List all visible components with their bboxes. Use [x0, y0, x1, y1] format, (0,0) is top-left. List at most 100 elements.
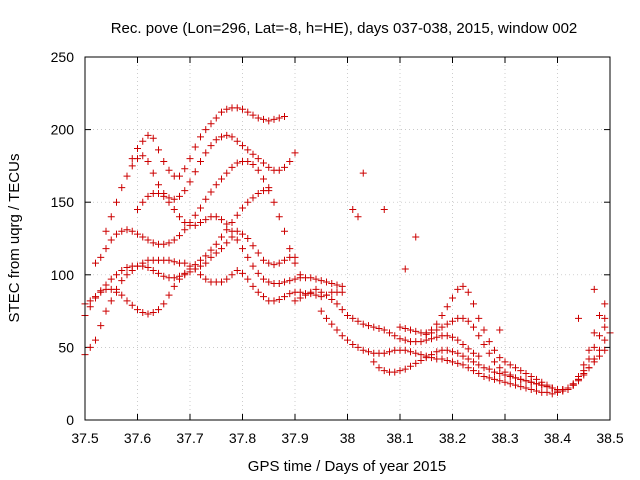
data-point — [396, 335, 404, 343]
data-point — [113, 198, 120, 206]
data-point — [380, 205, 388, 213]
data-point — [128, 227, 136, 235]
data-point — [580, 361, 588, 369]
data-point — [302, 291, 309, 299]
data-point — [233, 211, 241, 219]
data-point — [197, 256, 204, 264]
data-point — [417, 356, 425, 364]
data-point — [422, 329, 430, 337]
data-point — [601, 336, 609, 344]
data-point — [170, 205, 178, 213]
data-point — [176, 272, 183, 280]
data-point — [564, 386, 572, 394]
data-point — [107, 275, 115, 283]
data-point — [428, 351, 435, 359]
data-point — [291, 149, 299, 157]
data-point — [585, 346, 593, 354]
data-point — [281, 293, 288, 301]
data-point — [260, 175, 267, 183]
data-point — [139, 262, 147, 270]
data-point — [155, 189, 162, 197]
data-point — [144, 158, 152, 166]
data-point — [328, 320, 336, 328]
data-point — [433, 320, 441, 328]
data-point — [475, 314, 483, 322]
data-point — [139, 137, 147, 145]
data-point — [181, 226, 189, 234]
series-arc-L — [422, 282, 609, 395]
data-point — [354, 343, 362, 351]
data-point — [265, 259, 273, 267]
data-point — [596, 332, 603, 340]
data-point — [307, 288, 315, 296]
data-point — [249, 262, 257, 270]
data-point — [260, 159, 267, 167]
data-point — [275, 280, 283, 288]
data-point — [212, 240, 220, 248]
data-point — [459, 361, 467, 369]
data-point — [170, 274, 178, 282]
grid — [85, 57, 610, 420]
data-point — [165, 198, 173, 206]
data-point — [275, 295, 283, 303]
data-point — [202, 216, 210, 224]
data-point — [349, 205, 357, 213]
data-point — [155, 306, 162, 314]
data-point — [186, 155, 194, 163]
data-point — [417, 338, 425, 346]
data-point — [128, 155, 136, 163]
data-point — [149, 134, 157, 142]
data-point — [344, 311, 351, 319]
data-point — [365, 322, 372, 330]
data-point — [197, 271, 204, 279]
data-point — [197, 219, 204, 227]
data-point — [359, 320, 367, 328]
data-point — [286, 245, 294, 253]
data-point — [470, 367, 477, 375]
data-point — [491, 358, 498, 366]
data-point — [370, 358, 378, 366]
data-point — [470, 358, 477, 366]
data-point — [296, 294, 304, 302]
data-point — [291, 259, 299, 267]
data-point — [223, 220, 231, 228]
data-point — [270, 115, 278, 123]
data-point — [475, 361, 483, 369]
data-point — [92, 293, 99, 301]
data-point — [244, 158, 252, 166]
data-point — [107, 213, 115, 221]
data-point — [212, 136, 220, 144]
data-point — [181, 259, 189, 267]
data-point — [496, 354, 504, 362]
data-point — [244, 275, 252, 283]
data-point — [155, 181, 162, 189]
data-point — [407, 326, 414, 334]
plot-frame — [84, 56, 611, 421]
data-point — [354, 213, 362, 221]
data-point — [233, 236, 241, 244]
data-point — [506, 361, 514, 369]
data-point — [354, 317, 362, 325]
data-point — [380, 349, 388, 357]
data-point — [239, 105, 246, 113]
data-point — [485, 349, 493, 357]
data-point — [428, 326, 435, 334]
data-point — [275, 213, 283, 221]
data-point — [506, 380, 514, 388]
data-point — [155, 146, 162, 154]
data-point — [218, 233, 225, 241]
data-point — [491, 375, 498, 383]
data-point — [291, 275, 299, 283]
data-point — [585, 355, 593, 363]
data-point — [176, 192, 183, 200]
data-point — [464, 355, 472, 363]
data-point — [223, 239, 231, 247]
data-point — [464, 345, 472, 353]
data-point — [139, 152, 147, 160]
data-point — [191, 261, 199, 269]
data-point — [123, 271, 131, 279]
data-point — [522, 370, 530, 378]
data-point — [176, 232, 183, 240]
data-point — [459, 282, 467, 290]
